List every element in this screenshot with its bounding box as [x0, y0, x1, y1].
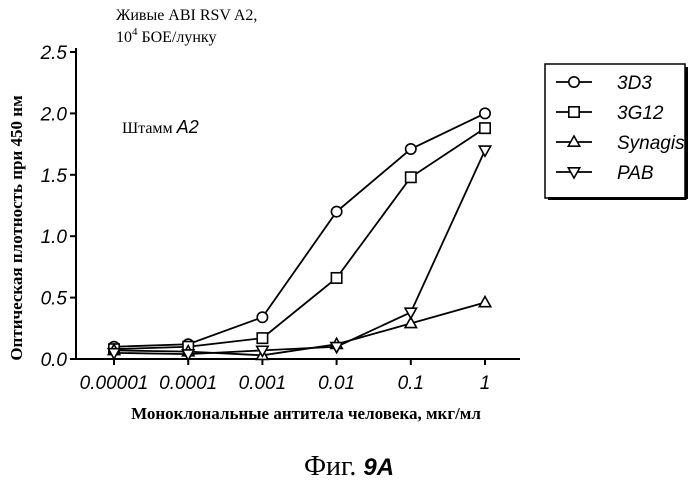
x-tick-label-0: 0.00001 [80, 373, 149, 394]
figure-caption-number: 9A [363, 454, 394, 481]
title-rest: БОЕ/лунку [138, 29, 217, 46]
x-tick-label-5: 1 [480, 373, 491, 394]
data-point-3d3-4 [406, 144, 416, 154]
legend-label-pab: PAB [617, 163, 654, 184]
data-point-3g12-2 [257, 333, 267, 343]
data-point-3g12-5 [480, 123, 490, 133]
legend-marker-3g12 [569, 107, 579, 117]
legend: 3D3 3G12 Synagis PAB [545, 64, 687, 199]
y-tick-label-0: 0.0 [41, 350, 68, 371]
y-tick-label-4: 2.0 [40, 104, 68, 125]
y-tick-label-3: 1.5 [41, 166, 68, 187]
figure-caption-prefix: Фиг. [304, 451, 363, 482]
series-layer [108, 108, 490, 360]
data-point-synagis-5 [479, 297, 490, 307]
legend-label-3g12: 3G12 [617, 103, 664, 124]
y-ticks: 0.0 0.5 1.0 1.5 2.0 2.5 [40, 43, 76, 371]
y-tick-label-5: 2.5 [40, 43, 68, 64]
axes [76, 48, 520, 359]
data-point-3g12-3 [331, 273, 341, 283]
series-3d3 [109, 108, 490, 352]
legend-label-3d3: 3D3 [617, 73, 652, 94]
series-pab [108, 146, 490, 360]
x-axis-label: Моноклональные антитела человека, мкг/мл [131, 404, 481, 423]
series-line-pab [114, 150, 485, 354]
series-line-3g12 [114, 128, 485, 349]
y-tick-label-2: 1.0 [41, 227, 68, 248]
chart-title-line2: 104 БОЕ/лунку [116, 26, 216, 46]
data-point-3d3-2 [257, 312, 267, 322]
strain-annotation: Штамм A2 [122, 117, 199, 137]
x-ticks: 0.00001 0.0001 0.001 0.01 0.1 1 [80, 359, 491, 394]
data-point-3d3-3 [331, 206, 341, 216]
data-point-pab-5 [479, 146, 490, 156]
series-line-3d3 [114, 113, 485, 346]
legend-label-synagis: Synagis [617, 133, 685, 154]
chart-title-line1: Живые ABI RSV A2, [116, 7, 257, 24]
strain-name: A2 [176, 117, 199, 137]
x-tick-label-2: 0.001 [239, 373, 287, 394]
y-tick-label-1: 0.5 [41, 289, 68, 310]
data-point-3g12-4 [406, 172, 416, 182]
y-axis-label: Оптическая плотность при 450 нм [7, 95, 26, 361]
data-point-3d3-5 [480, 108, 490, 118]
legend-marker-3d3 [569, 77, 579, 87]
legend-box [545, 64, 685, 198]
figure-caption: Фиг. 9A [304, 451, 394, 482]
series-synagis [108, 297, 490, 360]
x-tick-label-3: 0.01 [318, 373, 355, 394]
x-tick-label-4: 0.1 [398, 373, 424, 394]
title-base: 10 [116, 29, 132, 46]
strain-prefix: Штамм [122, 120, 177, 137]
series-3g12 [109, 123, 490, 354]
x-tick-label-1: 0.0001 [159, 373, 217, 394]
